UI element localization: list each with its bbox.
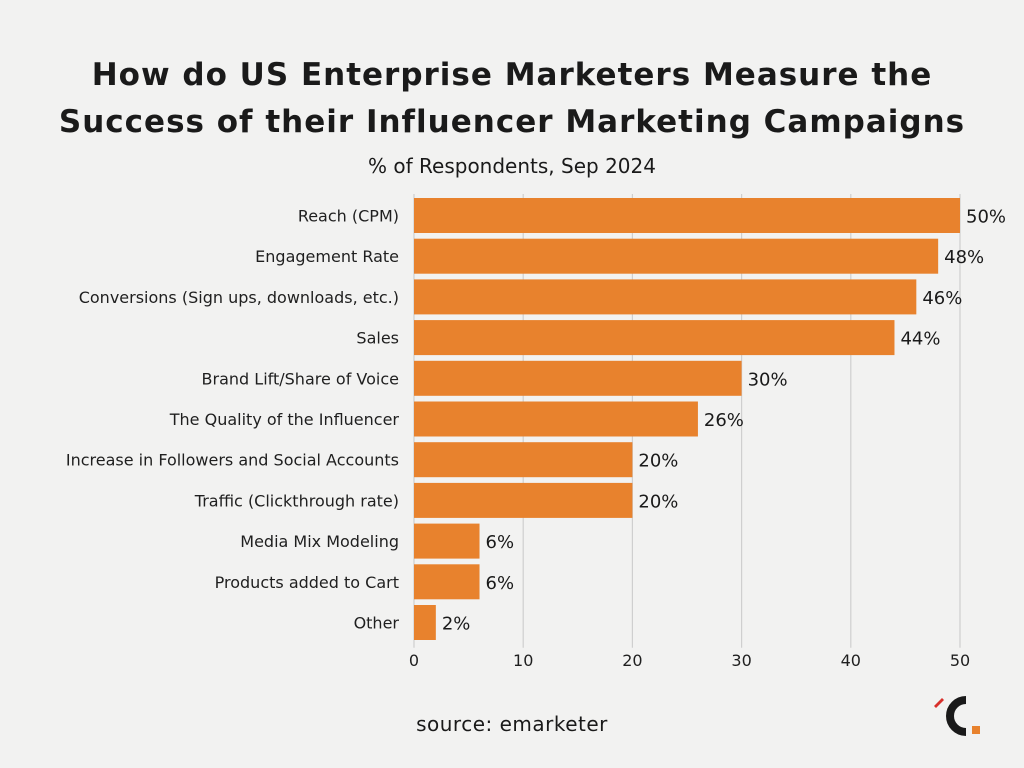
c-logo-icon	[934, 696, 980, 736]
value-label: 50%	[966, 207, 1006, 228]
value-label: 6%	[486, 532, 515, 553]
category-labels: Reach (CPM) Engagement Rate Conversions (S…	[66, 207, 400, 633]
value-label: 30%	[748, 369, 788, 390]
x-tick-label: 10	[513, 651, 533, 670]
bar	[414, 279, 917, 315]
bars	[414, 198, 960, 640]
category-label: Traffic (Clickthrough rate)	[194, 491, 399, 510]
category-label: Reach (CPM)	[298, 207, 399, 226]
value-label: 44%	[900, 329, 940, 350]
bar	[414, 238, 939, 274]
category-label: Sales	[356, 329, 399, 348]
category-label: The Quality of the Influencer	[169, 410, 400, 429]
bar	[414, 523, 480, 559]
x-axis-ticks: 0 10 20 30 40 50	[409, 651, 970, 670]
x-tick-label: 30	[731, 651, 751, 670]
category-label: Engagement Rate	[255, 247, 399, 266]
value-label: 20%	[638, 491, 678, 512]
chart-title-line-2: Success of their Influencer Marketing Ca…	[58, 104, 966, 140]
value-label: 2%	[442, 614, 471, 635]
value-label: 46%	[922, 288, 962, 309]
category-label: Conversions (Sign ups, downloads, etc.)	[79, 288, 399, 307]
bar	[414, 401, 698, 437]
category-label: Media Mix Modeling	[240, 532, 399, 551]
bar	[414, 564, 480, 600]
value-labels: 50% 48% 46% 44% 30%26% 20% 20% 6% 6% 2%	[442, 207, 1006, 635]
bar	[414, 320, 895, 356]
value-label: 6%	[486, 573, 515, 594]
bar	[414, 482, 633, 518]
category-label: Products added to Cart	[215, 573, 399, 592]
category-label: Increase in Followers and Social Account…	[66, 451, 399, 470]
chart-title-line-1: How do US Enterprise Marketers Measure t…	[91, 57, 933, 93]
bar-chart: Reach (CPM) Engagement Rate Conversions (S…	[66, 194, 1006, 670]
category-label: Brand Lift/Share of Voice	[202, 369, 399, 388]
category-label: Other	[354, 614, 400, 633]
value-label: 26%	[704, 410, 744, 431]
x-tick-label: 50	[950, 651, 970, 670]
bar	[414, 605, 436, 640]
chart-title: How do US Enterprise Marketers Measure t…	[0, 52, 1024, 146]
bar	[414, 198, 960, 233]
value-label: 20%	[638, 451, 678, 472]
x-tick-label: 40	[841, 651, 861, 670]
x-tick-label: 20	[622, 651, 642, 670]
chart-subtitle: % of Respondents, Sep 2024	[368, 154, 656, 178]
source-note: source: emarketer	[416, 712, 608, 736]
x-tick-label: 0	[409, 651, 419, 670]
bar	[414, 360, 742, 396]
value-label: 48%	[944, 247, 984, 268]
bar	[414, 442, 633, 478]
